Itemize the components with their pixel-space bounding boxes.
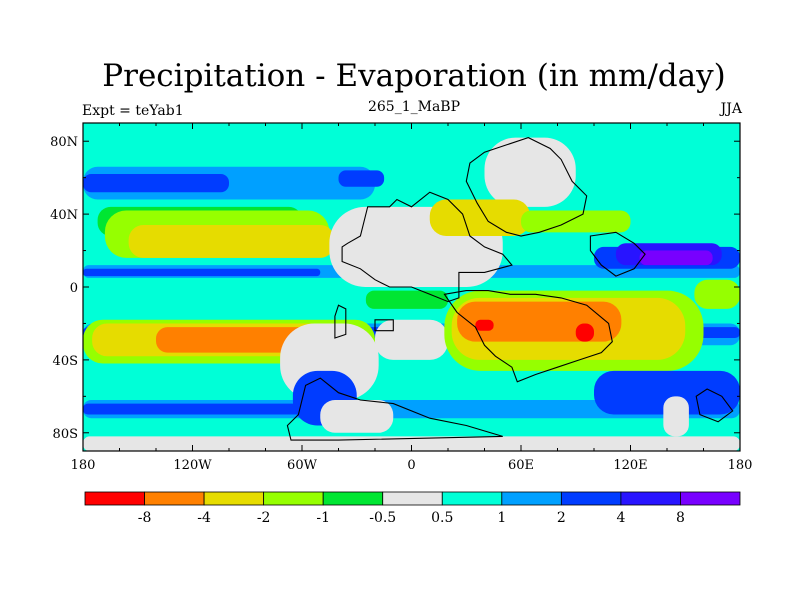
x-tick-label: 120W [173,458,212,473]
field-zone-31 [594,370,740,415]
y-tick-label: 0 [70,281,78,296]
axis-layer: 180 120W 60W 0 60E 120E 180 80N 40N 0 40S 80S [50,123,752,473]
colorbar-swatch [620,491,681,506]
field-zone-21 [521,210,631,233]
field-layer [83,123,740,451]
field-zone-5 [83,268,321,277]
colorbar-label: 2 [557,510,566,526]
y-tick-label: 80S [53,427,78,442]
colorbar-swatch [560,491,622,506]
colorbar-label: 0.5 [431,510,453,526]
colorbar-label: -1 [316,510,330,526]
coastline-layer [286,137,734,441]
colorbar-label: -8 [138,510,152,526]
field-zone-9 [83,436,740,451]
season-label: JJA [720,101,742,117]
coastline-island-east [695,388,734,423]
x-tick-label: 60W [287,458,318,473]
colorbar-swatch [501,491,562,506]
coastline-continent-south [443,290,613,383]
x-tick-label: 60E [508,458,534,473]
coastline-continent-north [465,137,588,237]
colorbar-label: -0.5 [369,510,396,526]
colorbar-swatch [441,491,503,506]
field-zone-19 [484,137,576,207]
colorbar-label: 1 [497,510,506,526]
x-tick-label: 180 [728,458,753,473]
colorbar-label: 4 [616,510,625,526]
field-zone-37 [694,279,740,309]
y-tick-label: 80N [50,135,78,150]
field-zone-7 [83,174,229,193]
period-label: 265_1_MaBP [367,99,461,115]
coastline-polar-south [286,377,503,441]
y-tick-label: 40N [50,208,78,223]
x-tick-label: 180 [71,458,96,473]
field-zone-3 [83,403,302,415]
coastline-continent-east [589,231,646,277]
colorbar-label: -2 [257,510,271,526]
field-zone-35 [663,396,689,437]
colorbar-swatch [203,491,265,506]
colorbar-label: 8 [676,510,685,526]
colorbar-label: -4 [197,510,211,526]
colorbar-swatch [382,491,443,506]
field-zone-34 [320,399,394,433]
coastline-island-south-2 [374,319,394,332]
field-zone-20 [429,199,531,236]
field-zone-30 [639,250,713,266]
x-tick-label: 0 [407,458,415,473]
x-tick-label: 120E [613,458,647,473]
coastline-island-south-1 [334,304,347,339]
field-zone-8 [338,170,385,187]
field-zone-27 [575,323,594,342]
colorbar-swatch [263,491,324,506]
field-zone-26 [475,319,494,331]
colorbar-swatch [84,491,145,506]
colorbar-swatch [680,491,741,506]
field-zone-12 [128,225,335,258]
field-zone-22 [365,290,448,309]
colorbar: -8 -4 -2 -1 -0.5 0.5 1 2 4 8 [84,491,741,526]
experiment-label: Expt = teYab1 [82,103,184,119]
y-tick-label: 40S [53,354,78,369]
map-title: Precipitation - Evaporation (in mm/day) [102,58,726,94]
coastline-continent-west [341,191,513,303]
colorbar-swatch [322,491,384,506]
field-zone-17 [375,319,448,360]
colorbar-swatch [144,491,205,506]
